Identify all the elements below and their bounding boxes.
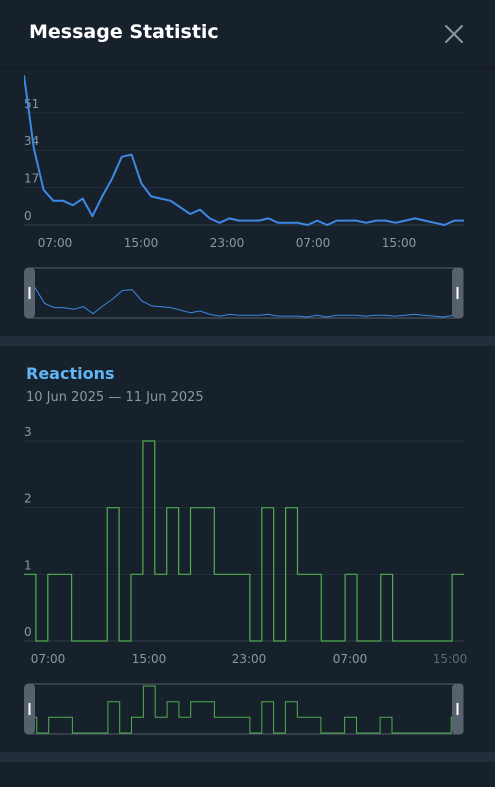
reactions-range-navigator[interactable] — [0, 678, 495, 740]
navigator-series-line — [24, 269, 463, 318]
series-line — [24, 75, 464, 226]
panel-header: Message Statistic — [0, 0, 495, 69]
y-tick-label: 1 — [24, 558, 32, 572]
y-tick-label: 2 — [24, 492, 32, 506]
panel-title: Message Statistic — [29, 21, 219, 43]
section-separator — [0, 752, 495, 762]
reactions-title: Reactions — [26, 364, 115, 383]
x-tick-label: 15:00 — [433, 652, 468, 666]
x-tick-label: 23:00 — [210, 236, 245, 249]
y-tick-label: 0 — [24, 209, 32, 223]
y-tick-label: 17 — [24, 172, 39, 186]
navigator-window[interactable] — [24, 683, 464, 735]
reactions-chart: 0 1 2 3 07:00 15:00 23:00 07:00 15:00 — [24, 425, 468, 666]
x-tick-label: 07:00 — [296, 236, 331, 249]
x-tick-label: 15:00 — [124, 236, 159, 249]
x-tick-label: 07:00 — [38, 236, 73, 249]
close-icon[interactable] — [440, 20, 468, 48]
messages-range-navigator[interactable] — [0, 262, 495, 324]
navigator-series-line — [25, 685, 463, 734]
y-tick-label: 34 — [24, 134, 39, 148]
reactions-date-range: 10 Jun 2025 — 11 Jun 2025 — [26, 390, 204, 405]
x-tick-label: 23:00 — [232, 652, 267, 666]
section-separator — [0, 336, 495, 346]
x-tick-label: 15:00 — [132, 652, 167, 666]
y-tick-label: 3 — [24, 425, 32, 439]
series-line — [24, 440, 464, 642]
navigator-window[interactable] — [24, 267, 464, 319]
x-tick-label: 07:00 — [31, 652, 66, 666]
x-tick-label: 15:00 — [382, 236, 417, 249]
y-tick-label: 0 — [24, 625, 32, 639]
x-tick-label: 07:00 — [333, 652, 368, 666]
